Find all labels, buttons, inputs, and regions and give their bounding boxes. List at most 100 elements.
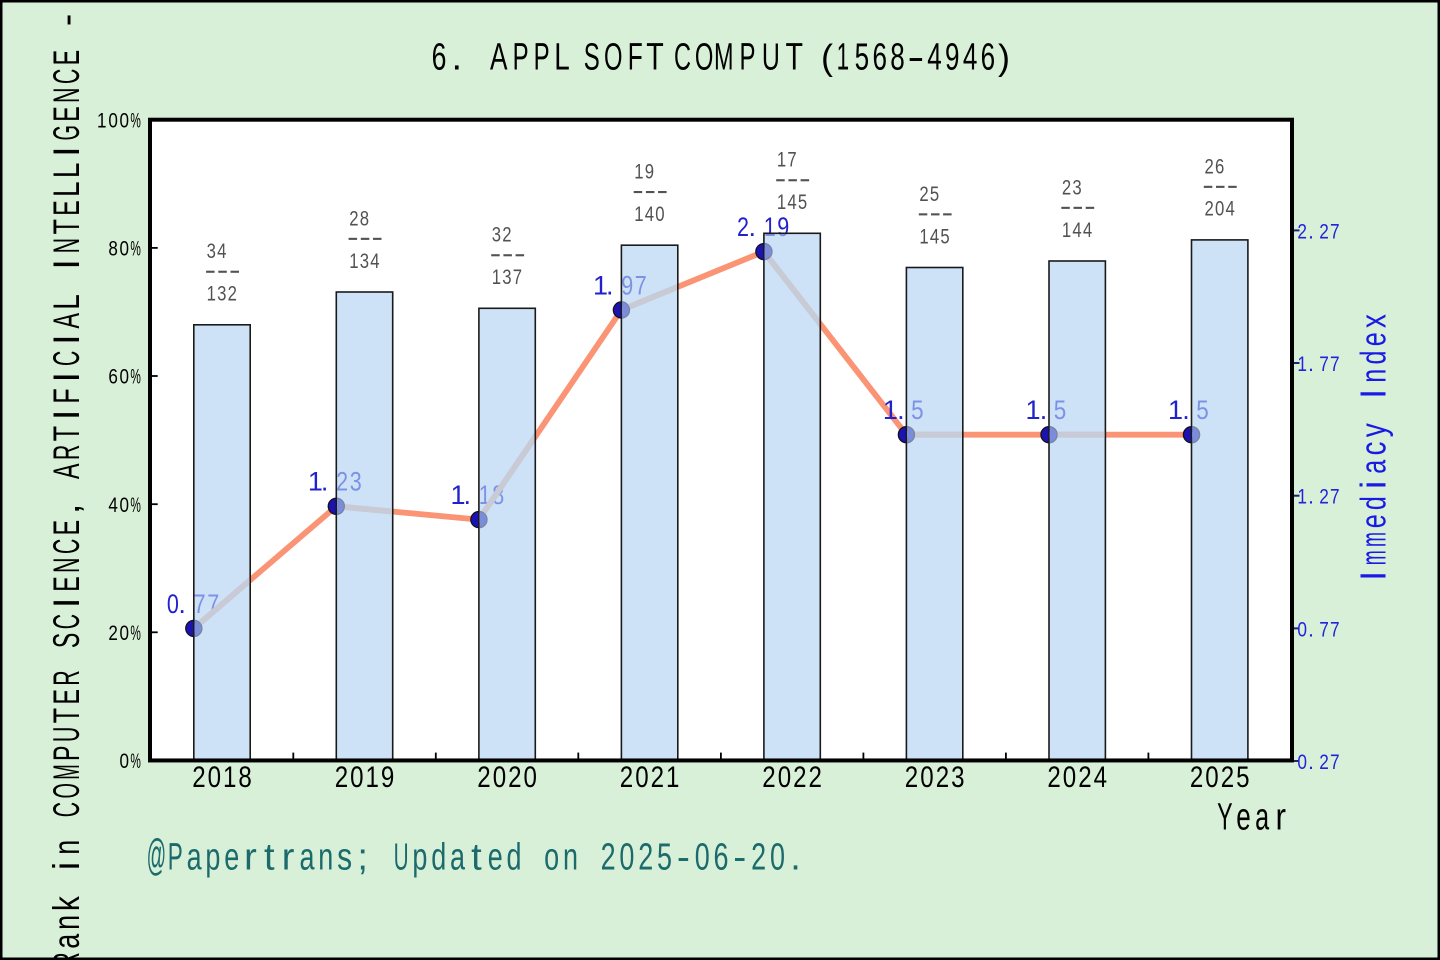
- svg-text:U: U: [762, 36, 780, 78]
- svg-text:S: S: [584, 36, 600, 78]
- svg-text:O: O: [695, 36, 714, 78]
- svg-text:P: P: [46, 745, 87, 761]
- svg-text:I: I: [46, 410, 87, 420]
- svg-text:7: 7: [1330, 352, 1340, 376]
- svg-text:e: e: [1353, 514, 1394, 528]
- svg-text:7: 7: [787, 149, 796, 172]
- svg-text:d: d: [1353, 351, 1394, 365]
- svg-text:6: 6: [872, 36, 887, 78]
- svg-text:3: 3: [951, 761, 964, 794]
- svg-text:2: 2: [502, 224, 511, 247]
- svg-text:G: G: [46, 125, 87, 141]
- svg-text:A: A: [46, 313, 87, 329]
- svg-text:0: 0: [1215, 198, 1224, 221]
- svg-text:0: 0: [120, 366, 130, 389]
- svg-text:M: M: [46, 764, 87, 780]
- svg-text:0: 0: [635, 761, 648, 794]
- svg-text:T: T: [46, 708, 87, 724]
- svg-text:0: 0: [524, 761, 537, 794]
- svg-text:0: 0: [120, 750, 130, 773]
- svg-text:0: 0: [108, 109, 118, 132]
- svg-text:4: 4: [930, 225, 940, 248]
- svg-text:P: P: [534, 36, 550, 78]
- svg-text:0: 0: [655, 203, 664, 226]
- svg-text:2: 2: [936, 761, 949, 794]
- svg-text:I: I: [46, 334, 87, 344]
- svg-text:.: .: [452, 36, 463, 78]
- svg-text:n: n: [46, 840, 87, 855]
- svg-text:1: 1: [634, 203, 643, 226]
- svg-text:6: 6: [981, 36, 996, 78]
- svg-text:t: t: [471, 837, 482, 879]
- svg-text:I: I: [1353, 389, 1394, 399]
- svg-text:6: 6: [108, 366, 118, 389]
- svg-text:2: 2: [793, 761, 806, 794]
- svg-text:F: F: [46, 388, 87, 404]
- svg-text:9: 9: [945, 36, 960, 78]
- svg-text:0: 0: [695, 837, 710, 879]
- svg-text:S: S: [46, 633, 87, 649]
- svg-text:2: 2: [349, 207, 358, 230]
- svg-text:L: L: [554, 36, 570, 78]
- svg-text:%: %: [130, 238, 141, 261]
- svg-text:T: T: [46, 219, 87, 235]
- svg-text:8: 8: [360, 207, 369, 230]
- svg-text:e: e: [1353, 332, 1394, 346]
- svg-text:2: 2: [192, 761, 205, 794]
- svg-text:I: I: [46, 146, 87, 156]
- svg-text:a: a: [1255, 797, 1270, 839]
- svg-text:.: .: [1182, 395, 1190, 425]
- svg-text:2: 2: [1319, 750, 1329, 774]
- svg-text:2: 2: [1319, 219, 1329, 243]
- svg-text:1: 1: [1168, 395, 1183, 425]
- svg-text:r: r: [1275, 797, 1286, 839]
- svg-text:I: I: [1353, 571, 1394, 581]
- svg-text:L: L: [46, 181, 87, 197]
- svg-text:.: .: [1040, 395, 1048, 425]
- svg-text:0: 0: [1205, 761, 1218, 794]
- svg-text:6: 6: [1215, 155, 1224, 178]
- svg-text:9: 9: [645, 161, 654, 184]
- svg-text:0: 0: [350, 761, 363, 794]
- svg-text:5: 5: [855, 36, 870, 78]
- svg-text:3: 3: [492, 224, 501, 247]
- svg-text:M: M: [714, 36, 734, 78]
- svg-text:t: t: [264, 837, 275, 879]
- svg-text:2: 2: [737, 212, 749, 242]
- svg-text:N: N: [46, 238, 87, 254]
- svg-text:9: 9: [381, 761, 394, 794]
- svg-text:1: 1: [1297, 485, 1307, 509]
- svg-text:3: 3: [217, 283, 226, 306]
- svg-text:p: p: [205, 837, 220, 879]
- svg-text:): ): [998, 36, 1010, 77]
- svg-text:0: 0: [1297, 617, 1307, 641]
- svg-text:E: E: [46, 106, 87, 122]
- svg-text:.: .: [1308, 617, 1314, 641]
- svg-text:6: 6: [432, 36, 447, 78]
- svg-text:1: 1: [308, 467, 323, 497]
- svg-text:E: E: [46, 689, 87, 705]
- svg-text:0: 0: [920, 761, 933, 794]
- svg-text:5: 5: [798, 191, 807, 214]
- svg-text:e: e: [224, 837, 239, 879]
- svg-text:r: r: [282, 837, 295, 879]
- svg-text:N: N: [46, 87, 87, 103]
- svg-text:.: .: [749, 212, 757, 242]
- svg-text:T: T: [46, 426, 87, 442]
- svg-text:A: A: [490, 36, 508, 78]
- svg-text:.: .: [1308, 219, 1314, 243]
- svg-text:1: 1: [919, 225, 928, 248]
- svg-text:1: 1: [450, 480, 465, 510]
- svg-text:k: k: [46, 896, 87, 911]
- svg-text:0: 0: [770, 837, 785, 879]
- svg-text:;: ;: [357, 837, 368, 879]
- svg-text:E: E: [46, 576, 87, 592]
- svg-text:1: 1: [883, 395, 898, 425]
- svg-text:E: E: [46, 200, 87, 216]
- svg-text:7: 7: [1330, 219, 1340, 243]
- svg-text:1: 1: [492, 266, 501, 289]
- svg-text:x: x: [1353, 314, 1394, 328]
- svg-text:0: 0: [619, 837, 634, 879]
- svg-text:d: d: [431, 837, 446, 879]
- svg-text:1: 1: [666, 761, 679, 794]
